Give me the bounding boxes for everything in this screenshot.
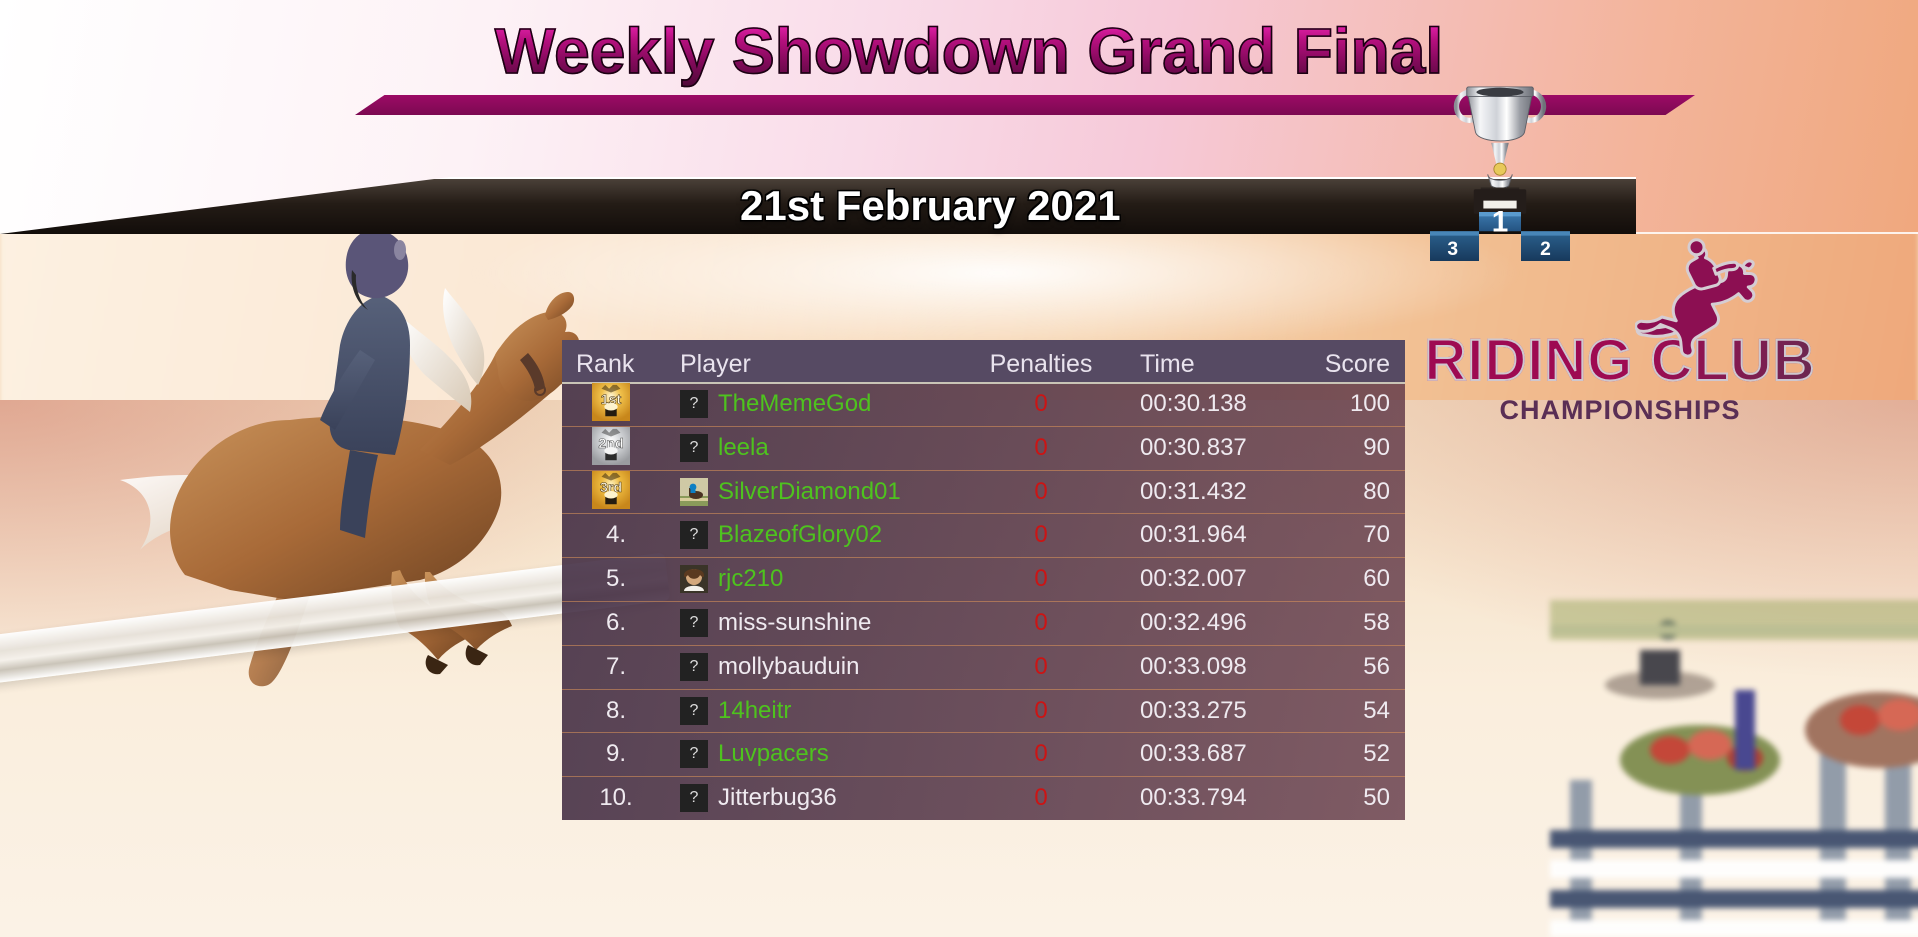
svg-text:2: 2 xyxy=(1540,239,1551,260)
svg-text:1: 1 xyxy=(1492,205,1509,238)
svg-text:3: 3 xyxy=(1447,239,1458,260)
